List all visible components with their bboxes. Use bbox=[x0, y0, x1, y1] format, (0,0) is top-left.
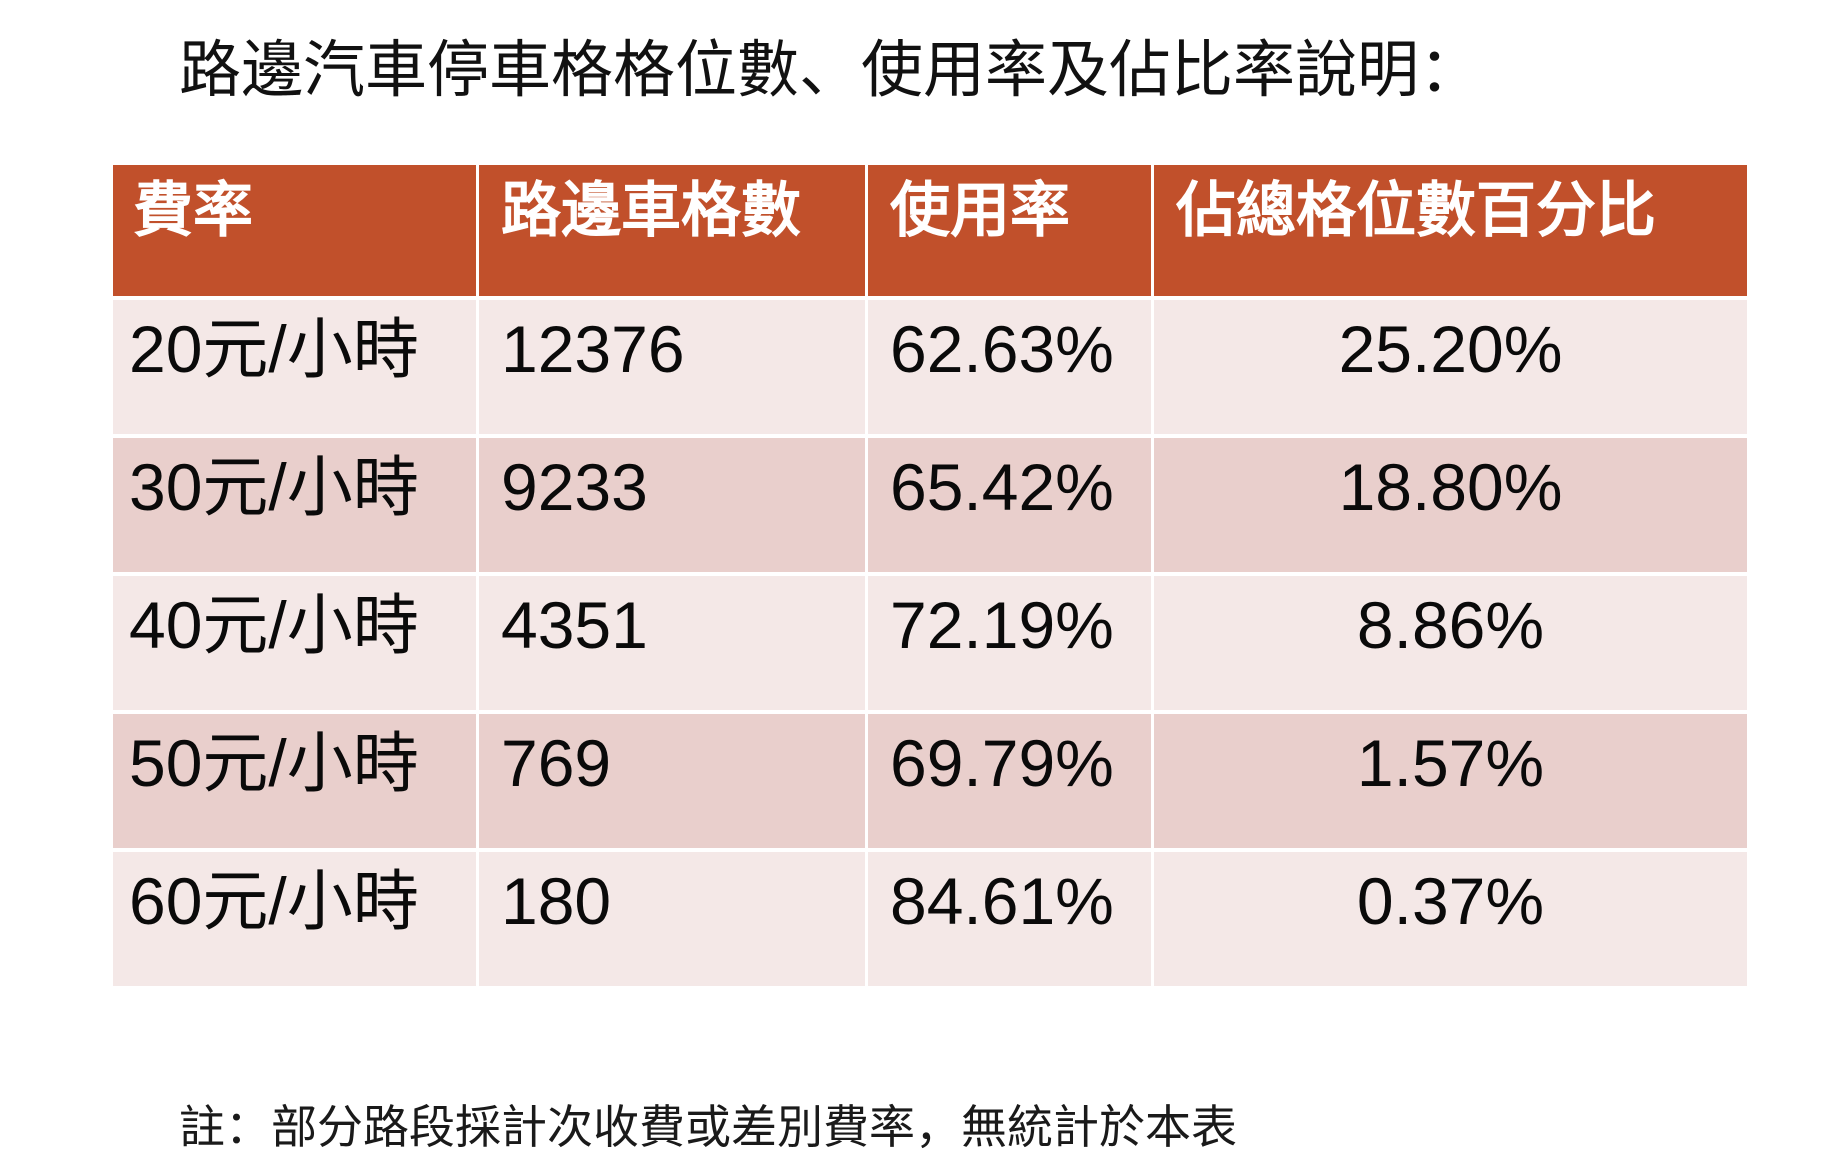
cell-rate: 20元/小時 bbox=[113, 300, 479, 434]
cell-share: 0.37% bbox=[1356, 864, 1545, 938]
cell-usage: 69.79% bbox=[868, 714, 1154, 848]
table-row: 50元/小時 769 69.79% 1.57% bbox=[113, 710, 1747, 848]
cell-usage: 62.63% bbox=[868, 300, 1154, 434]
cell-rate: 40元/小時 bbox=[113, 576, 479, 710]
cell-rate: 30元/小時 bbox=[113, 438, 479, 572]
header-spaces: 路邊車格數 bbox=[479, 165, 868, 296]
cell-share: 1.57% bbox=[1356, 726, 1545, 800]
table-header-row: 費率 路邊車格數 使用率 佔總格位數百分比 bbox=[113, 165, 1747, 296]
table-row: 60元/小時 180 84.61% 0.37% bbox=[113, 848, 1747, 986]
footnote: 註：部分路段採計次收費或差別費率，無統計於本表 bbox=[179, 1101, 1237, 1153]
page-title: 路邊汽車停車格格位數、使用率及佔比率說明： bbox=[179, 36, 1482, 105]
cell-spaces: 180 bbox=[479, 852, 868, 986]
cell-spaces: 4351 bbox=[479, 576, 868, 710]
cell-rate: 50元/小時 bbox=[113, 714, 479, 848]
cell-share: 25.20% bbox=[1338, 312, 1563, 386]
header-usage: 使用率 bbox=[868, 165, 1154, 296]
table-row: 40元/小時 4351 72.19% 8.86% bbox=[113, 572, 1747, 710]
header-rate: 費率 bbox=[113, 165, 479, 296]
table-row: 30元/小時 9233 65.42% 18.80% bbox=[113, 434, 1747, 572]
cell-usage: 84.61% bbox=[868, 852, 1154, 986]
cell-spaces: 12376 bbox=[479, 300, 868, 434]
cell-share: 8.86% bbox=[1356, 588, 1545, 662]
cell-spaces: 769 bbox=[479, 714, 868, 848]
header-share: 佔總格位數百分比 bbox=[1176, 177, 1656, 244]
cell-rate: 60元/小時 bbox=[113, 852, 479, 986]
cell-spaces: 9233 bbox=[479, 438, 868, 572]
cell-usage: 65.42% bbox=[868, 438, 1154, 572]
table-row: 20元/小時 12376 62.63% 25.20% bbox=[113, 296, 1747, 434]
cell-share: 18.80% bbox=[1338, 450, 1563, 524]
cell-usage: 72.19% bbox=[868, 576, 1154, 710]
parking-rate-table: 費率 路邊車格數 使用率 佔總格位數百分比 20元/小時 12376 62.63… bbox=[113, 165, 1747, 986]
